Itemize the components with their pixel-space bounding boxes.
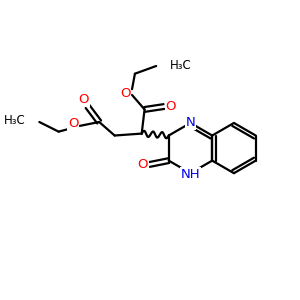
Text: H₃C: H₃C bbox=[4, 114, 26, 127]
Text: H₃C: H₃C bbox=[170, 58, 191, 71]
Text: N: N bbox=[186, 116, 195, 130]
Text: O: O bbox=[120, 86, 130, 100]
Text: NH: NH bbox=[181, 168, 200, 181]
Text: O: O bbox=[137, 158, 148, 171]
Text: O: O bbox=[68, 117, 78, 130]
Text: O: O bbox=[79, 93, 89, 106]
Text: O: O bbox=[165, 100, 176, 113]
